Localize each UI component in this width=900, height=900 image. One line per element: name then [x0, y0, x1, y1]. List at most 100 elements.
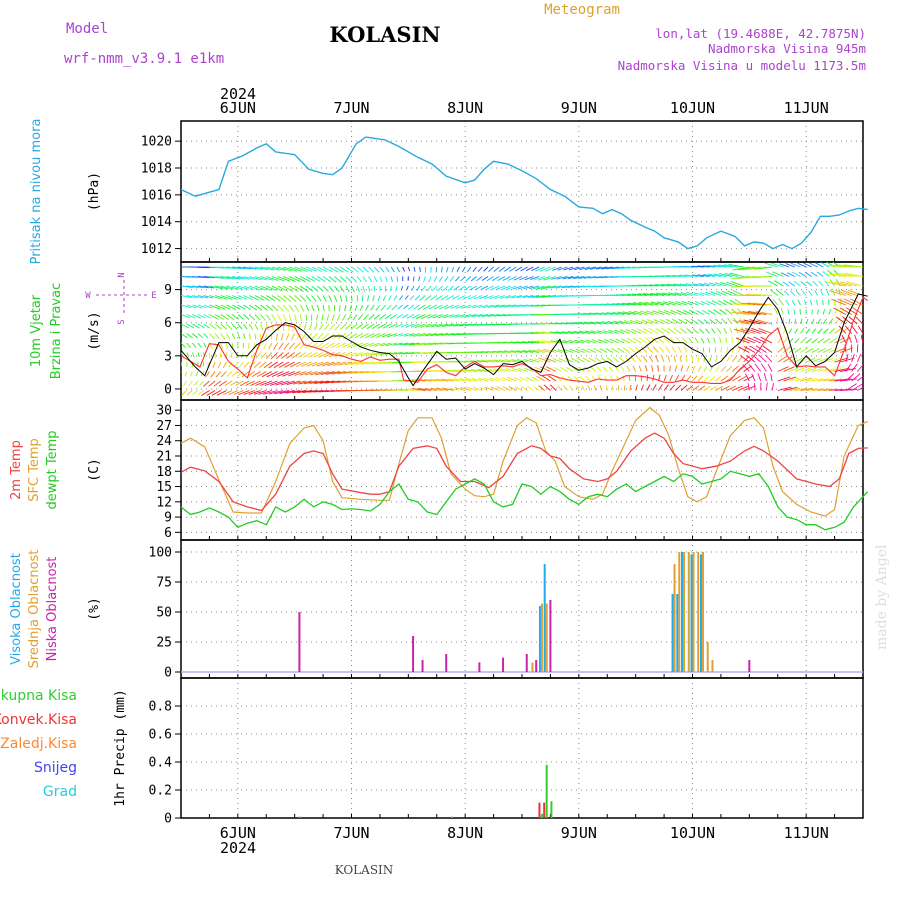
day-label-top: 9JUN	[561, 99, 597, 117]
wind-barb	[737, 385, 749, 391]
wind-barb	[231, 323, 238, 330]
wind-barb	[795, 290, 801, 296]
wind-barb	[441, 333, 454, 336]
wind-barb	[615, 338, 625, 344]
wind-barb	[400, 323, 409, 328]
wind-barb	[459, 314, 471, 318]
wind-barb	[645, 310, 659, 315]
wind-barb	[541, 331, 557, 334]
wind-barb	[354, 304, 358, 311]
wind-barb	[487, 314, 500, 317]
wind-barb	[367, 352, 381, 356]
wind-barb	[632, 293, 648, 296]
wind-barb	[817, 358, 828, 363]
wind-barb	[300, 266, 313, 272]
wind-barb	[193, 380, 199, 386]
wind-barb	[197, 323, 205, 329]
wind-barb	[834, 357, 849, 363]
wind-barb	[598, 339, 608, 344]
y-tick-label: 9	[164, 283, 172, 298]
wind-barb	[369, 342, 381, 347]
wind-barb	[486, 350, 500, 353]
compass-n: N	[117, 272, 127, 277]
wind-barb	[528, 285, 540, 290]
wind-barb	[330, 342, 341, 349]
wind-barb	[348, 333, 358, 339]
wind-barb	[280, 380, 295, 386]
wind-barb	[857, 325, 863, 334]
wind-barb	[220, 276, 235, 280]
wind-barb	[408, 342, 420, 346]
wind-barb	[655, 292, 670, 296]
wind-barb	[641, 319, 653, 325]
wind-barb	[233, 390, 244, 395]
wind-barb	[332, 371, 346, 375]
wind-barb	[845, 353, 849, 363]
wind-barb	[215, 371, 222, 378]
wind-barb	[453, 378, 466, 382]
wind-barb	[634, 346, 642, 353]
wind-barb	[502, 276, 511, 281]
wind-barb	[206, 390, 216, 396]
wind-barb	[444, 304, 454, 310]
wind-barb	[642, 355, 648, 363]
wind-barb	[209, 285, 223, 290]
y-tick-label: 1018	[141, 162, 172, 177]
wind-barb	[822, 338, 831, 344]
wind-barb	[854, 316, 863, 325]
wind-barb	[462, 295, 472, 300]
wind-barb	[817, 309, 819, 315]
wind-barb	[349, 371, 363, 374]
wind-barb	[428, 276, 432, 283]
wind-speed-line	[180, 293, 868, 387]
wind-barb	[473, 295, 483, 300]
wind-barb	[453, 323, 466, 327]
wind-barb	[719, 309, 727, 315]
y-tick-label: 0.6	[149, 728, 172, 743]
wind-barb	[719, 273, 733, 277]
wind-barb	[396, 314, 403, 319]
wind-barb	[860, 334, 863, 344]
wind-barb	[271, 276, 285, 282]
wind-barb	[357, 314, 364, 321]
wind-barb	[408, 352, 420, 355]
wind-barb	[666, 283, 682, 287]
wind-barb	[611, 266, 625, 270]
wind-barb	[503, 341, 517, 344]
wind-barb	[667, 355, 671, 363]
wind-barb	[827, 269, 835, 277]
wind-barb	[768, 280, 778, 287]
wind-barb	[715, 318, 722, 325]
plot-layer: 1012 1014 1016 1018 1020 (hPa) Pritisak na niv…	[0, 99, 869, 842]
wind-barb	[285, 333, 290, 341]
wind-barb	[228, 390, 239, 395]
wind-barb	[595, 266, 608, 270]
wind-barb	[417, 304, 426, 311]
wind-barb	[743, 346, 756, 353]
wind-barb	[579, 266, 591, 271]
wind-barb	[503, 350, 517, 353]
wind-barb	[477, 266, 483, 272]
wind-barb	[203, 333, 209, 339]
wind-barb	[253, 361, 261, 368]
wind-barb	[375, 304, 381, 311]
wind-barb	[409, 295, 415, 301]
wind-barb	[844, 272, 863, 277]
wind-barb	[203, 314, 212, 319]
wind-barb	[806, 388, 818, 391]
wind-barb	[444, 276, 449, 282]
compass-w: W	[85, 291, 91, 301]
wind-barb	[186, 314, 196, 319]
wind-barb	[282, 371, 295, 377]
wind-barb	[350, 361, 363, 366]
wind-barb	[536, 340, 551, 344]
wind-barb	[590, 330, 602, 334]
wind-barb	[676, 309, 687, 315]
wind-barb	[771, 383, 775, 391]
wind-barb	[314, 323, 318, 331]
wind-barb	[762, 345, 773, 353]
wind-barb	[197, 342, 202, 348]
wind-barb	[500, 295, 511, 299]
wind-barb	[402, 352, 415, 355]
wind-barb	[359, 333, 369, 339]
